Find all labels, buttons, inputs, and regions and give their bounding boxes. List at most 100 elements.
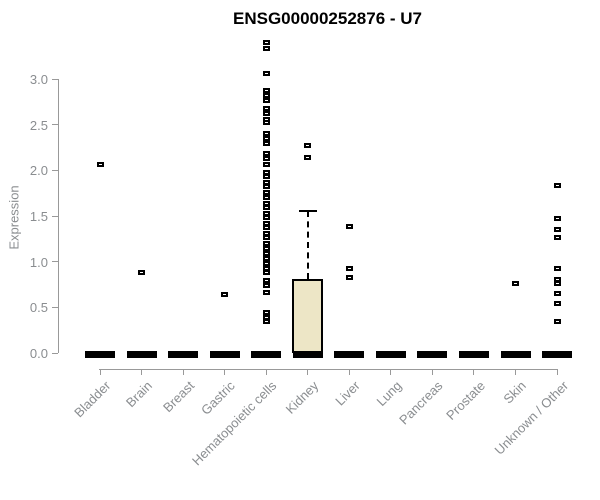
- outlier-point: [262, 220, 270, 226]
- outlier-point: [262, 278, 270, 284]
- x-tick-label: Bladder: [71, 378, 114, 421]
- outlier-point: [262, 46, 270, 52]
- x-tick: [182, 369, 184, 375]
- x-tick: [473, 369, 475, 375]
- outlier-point: [262, 189, 270, 195]
- outlier-point: [262, 151, 270, 157]
- x-tick-label: Lung: [373, 378, 405, 410]
- outlier-point: [262, 318, 270, 324]
- y-tick-label: 2.0: [29, 163, 48, 179]
- outlier-point: [262, 71, 270, 77]
- x-axis-line: [99, 369, 558, 370]
- outlier-point: [262, 245, 270, 251]
- outlier-point: [553, 227, 561, 233]
- outlier-point: [262, 290, 270, 296]
- outlier-point: [553, 318, 561, 324]
- outlier-point: [262, 111, 270, 117]
- y-tick: [52, 215, 58, 217]
- outlier-point: [262, 210, 270, 216]
- outlier-point: [262, 240, 270, 246]
- outlier-point: [262, 87, 270, 93]
- x-tick: [224, 369, 226, 375]
- outlier-point: [345, 274, 353, 280]
- y-tick: [52, 124, 58, 126]
- outlier-point: [262, 230, 270, 236]
- y-tick: [52, 261, 58, 263]
- median-bar: [458, 351, 489, 358]
- outlier-point: [262, 235, 270, 241]
- x-tick: [348, 369, 350, 375]
- median-bar: [334, 351, 365, 358]
- x-tick: [265, 369, 267, 375]
- x-tick-label: Gastric: [198, 378, 239, 418]
- x-tick: [99, 369, 101, 375]
- outlier-point: [553, 281, 561, 287]
- x-tick-label: Brain: [123, 378, 156, 411]
- y-tick: [52, 78, 58, 80]
- outlier-point: [553, 235, 561, 241]
- y-axis-line: [58, 79, 59, 353]
- x-tick-label: Liver: [332, 378, 363, 409]
- x-tick: [141, 369, 143, 375]
- x-tick-label: Unknown / Other: [491, 378, 571, 458]
- x-tick-label: Pancreas: [396, 378, 446, 428]
- y-tick: [52, 306, 58, 308]
- median-bar: [209, 351, 240, 358]
- x-tick-label: Skin: [500, 378, 530, 407]
- outlier-point: [262, 250, 270, 256]
- y-tick-label: 0.5: [29, 300, 48, 316]
- outlier-point: [262, 205, 270, 211]
- outlier-point: [262, 135, 270, 141]
- median-bar: [417, 351, 448, 358]
- outlier-point: [553, 276, 561, 282]
- y-tick-label: 1.5: [29, 209, 48, 225]
- y-tick-label: 1.0: [29, 254, 48, 270]
- outlier-point: [262, 184, 270, 190]
- outlier-point: [262, 105, 270, 111]
- x-tick-label: Kidney: [282, 378, 322, 417]
- x-tick: [515, 369, 516, 375]
- y-tick-label: 3.0: [29, 72, 48, 88]
- outlier-point: [262, 131, 270, 137]
- outlier-point: [345, 265, 353, 271]
- median-bar: [542, 351, 573, 358]
- outlier-point: [262, 174, 270, 180]
- x-tick-label: Breast: [159, 378, 197, 416]
- outlier-point: [262, 97, 270, 103]
- y-tick: [52, 352, 58, 354]
- outlier-point: [262, 255, 270, 261]
- median-bar: [251, 351, 282, 358]
- x-tick-label: Prostate: [442, 378, 488, 423]
- outlier-point: [262, 261, 270, 267]
- outlier-point: [304, 143, 312, 149]
- median-bar: [292, 351, 323, 358]
- outlier-point: [262, 156, 270, 162]
- outlier-point: [221, 292, 229, 298]
- y-tick: [52, 169, 58, 171]
- chart-title: ENSG00000252876 - U7: [232, 9, 423, 28]
- outlier-point: [553, 183, 561, 189]
- outlier-point: [553, 291, 561, 297]
- outlier-point: [262, 120, 270, 126]
- median-bar: [126, 351, 157, 358]
- box-whisker-cap: [298, 210, 317, 213]
- outlier-point: [262, 215, 270, 221]
- median-bar: [168, 351, 199, 358]
- outlier-point: [512, 281, 519, 287]
- outlier-point: [262, 179, 270, 185]
- outlier-point: [262, 282, 270, 288]
- y-tick-label: 0.0: [29, 346, 48, 361]
- outlier-point: [138, 270, 146, 276]
- outlier-point: [262, 265, 270, 271]
- outlier-point: [262, 310, 270, 316]
- outlier-point: [345, 223, 353, 229]
- median-bar: [85, 351, 115, 358]
- box-whisker: [306, 211, 309, 280]
- outlier-point: [553, 301, 561, 307]
- outlier-point: [262, 161, 270, 167]
- outlier-point: [262, 93, 270, 99]
- x-tick: [431, 369, 433, 375]
- outlier-point: [553, 216, 561, 222]
- x-tick: [556, 369, 558, 375]
